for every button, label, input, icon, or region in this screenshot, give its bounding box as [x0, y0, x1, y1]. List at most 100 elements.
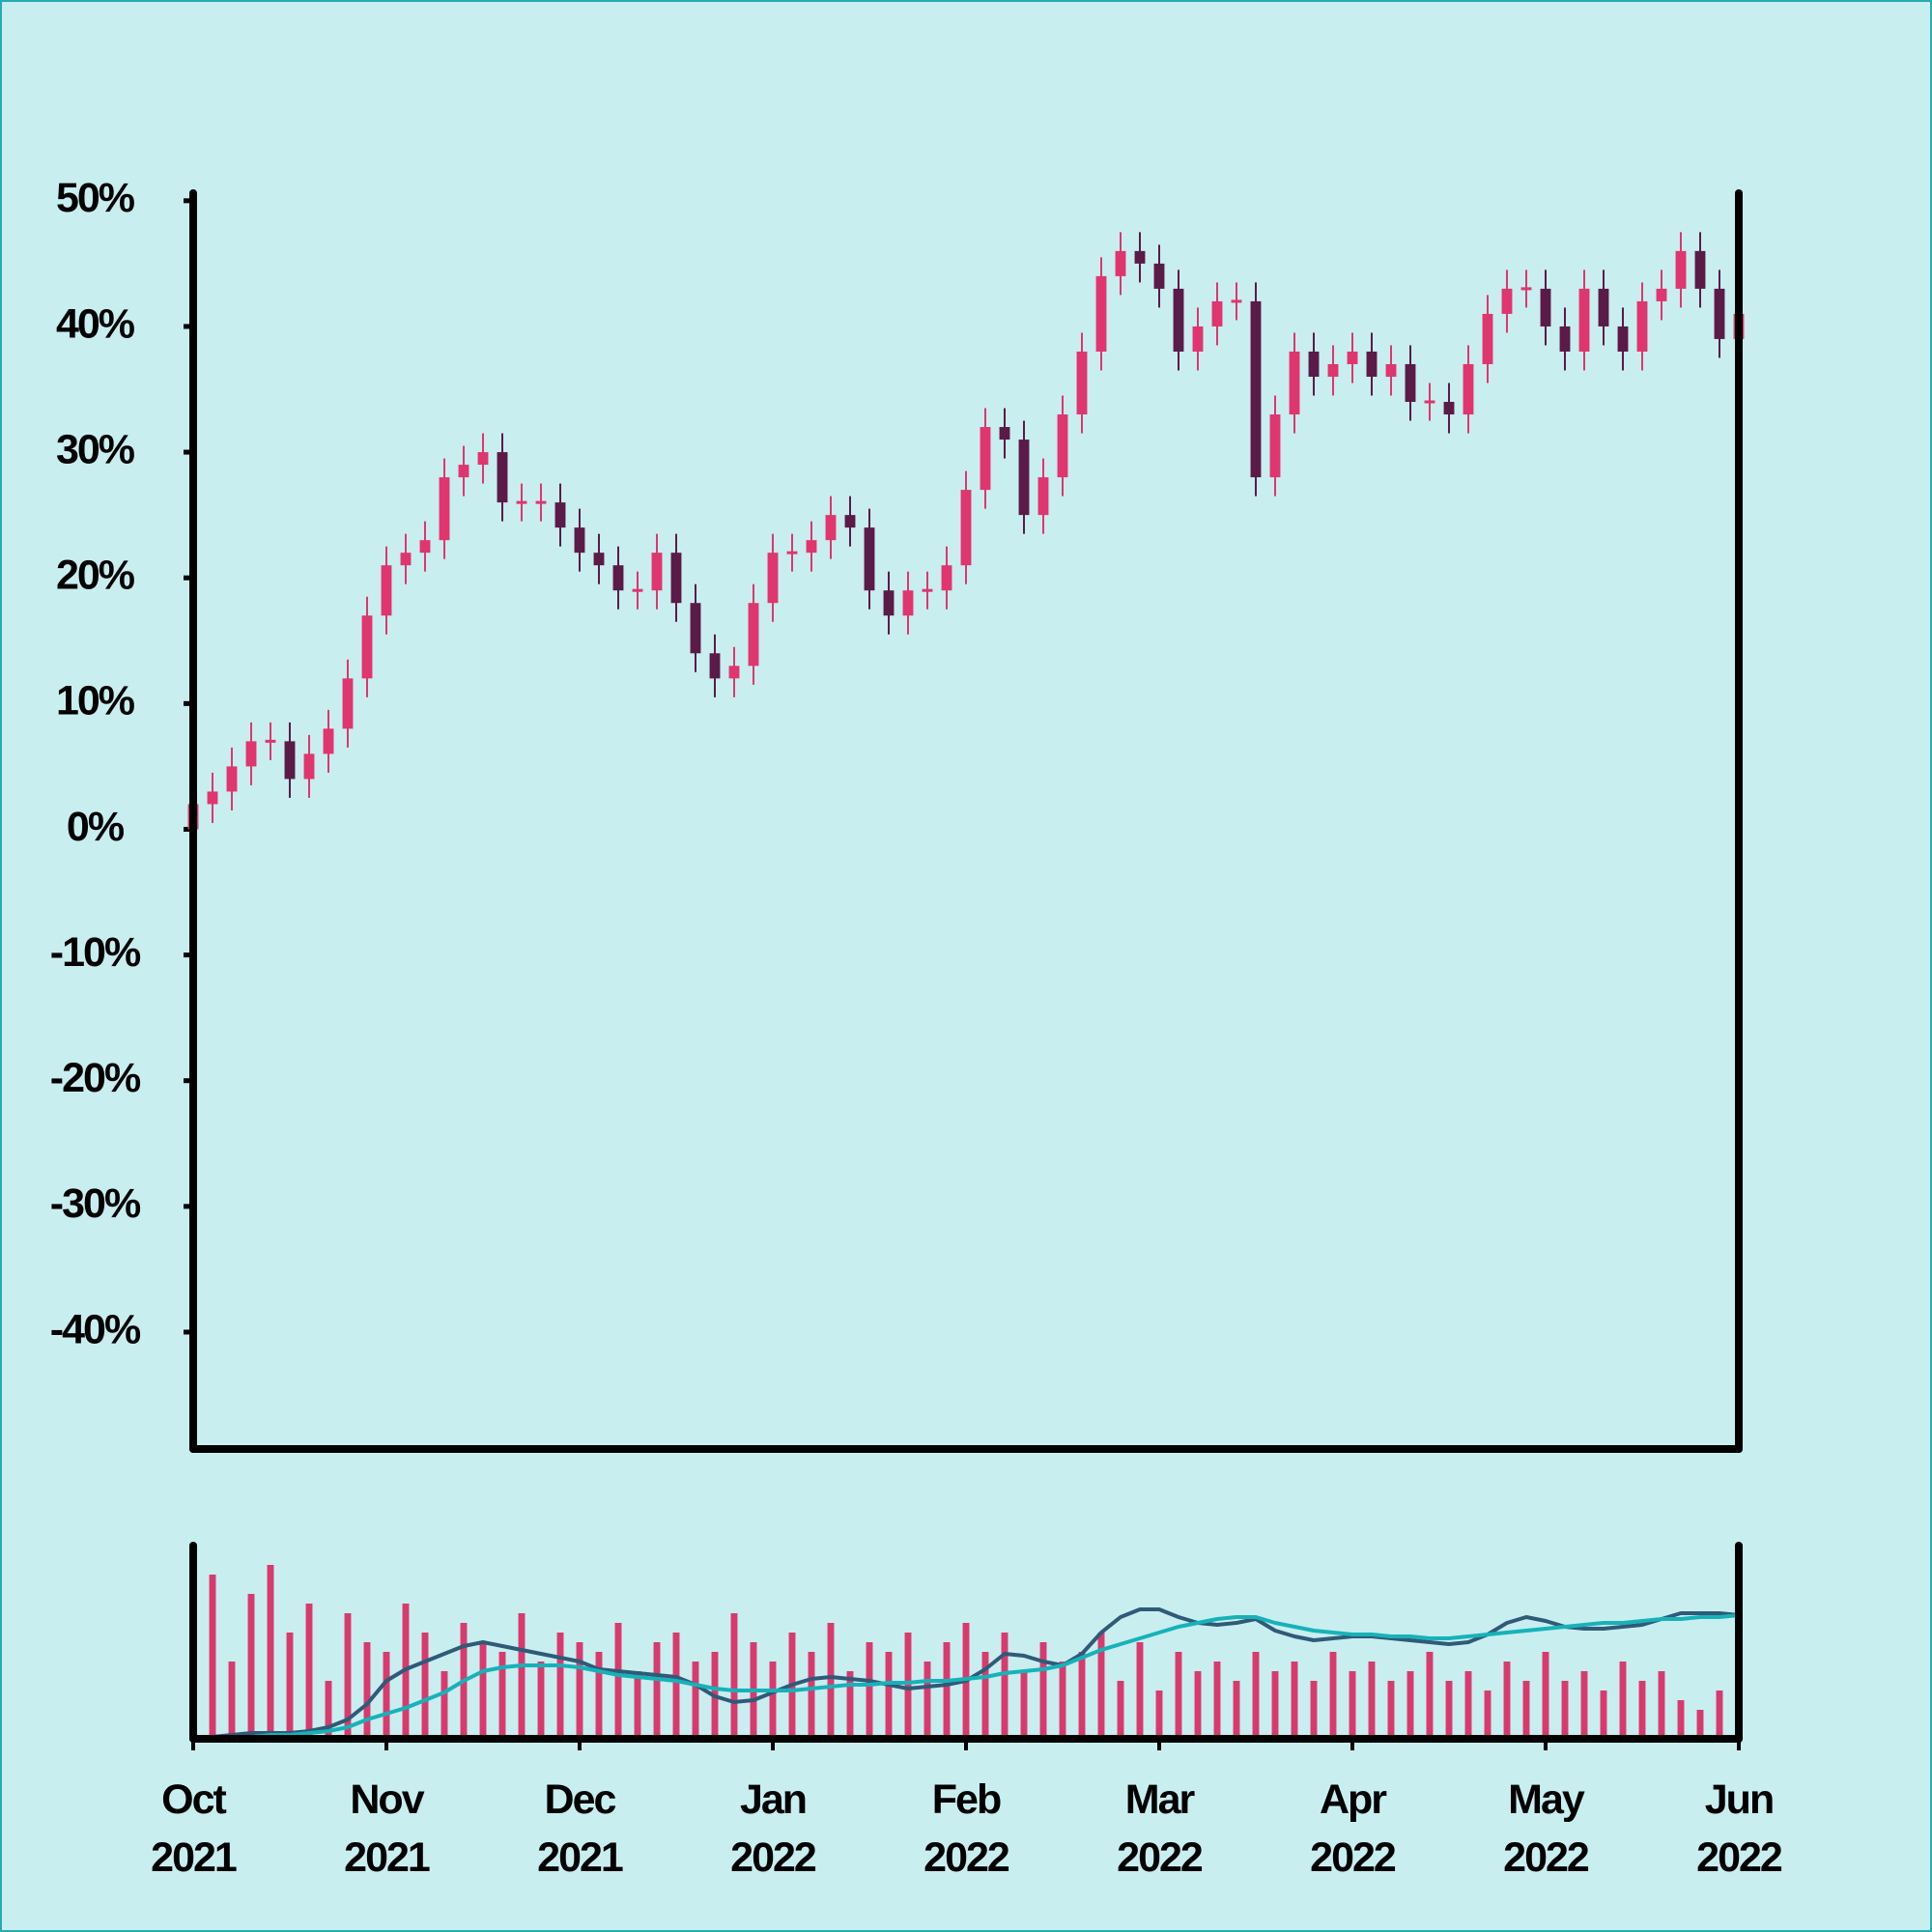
- candle-body: [767, 553, 779, 604]
- candle-body: [1617, 326, 1629, 352]
- candle-body: [1540, 288, 1551, 327]
- candle-body: [670, 553, 682, 604]
- candle-body: [361, 615, 373, 679]
- volume-bar: [1716, 1690, 1723, 1739]
- volume-bar: [866, 1642, 873, 1739]
- volume-bar: [440, 1671, 448, 1739]
- x-tick-label: Dec 2021: [537, 1776, 623, 1881]
- candle-body: [574, 527, 585, 554]
- candle-body: [806, 540, 817, 554]
- volume-bar: [595, 1652, 603, 1739]
- candle-body: [1520, 287, 1532, 291]
- volume-bar: [1078, 1652, 1086, 1739]
- volume-bar: [904, 1633, 912, 1739]
- candle-body: [1694, 250, 1706, 289]
- y-tick-label: -30%: [50, 1180, 141, 1227]
- candle-body: [1366, 351, 1378, 377]
- volume-bar: [1561, 1681, 1569, 1739]
- volume-bar: [692, 1662, 699, 1739]
- candle-body: [1347, 351, 1358, 364]
- candle-body: [303, 753, 315, 780]
- candle-body: [883, 590, 895, 616]
- candle-body: [1192, 326, 1204, 352]
- candle-body: [284, 741, 296, 780]
- volume-bar: [1001, 1633, 1009, 1739]
- candle-body: [1675, 250, 1687, 289]
- candle-body: [226, 766, 238, 792]
- volume-bar: [518, 1613, 526, 1739]
- candle-body: [980, 427, 991, 491]
- volume-bar: [228, 1662, 236, 1739]
- volume-bar: [827, 1623, 835, 1739]
- candle-body: [477, 452, 489, 466]
- volume-bar: [267, 1565, 274, 1739]
- candle-body: [1115, 250, 1126, 276]
- candle-body: [554, 502, 566, 528]
- volume-bar: [730, 1613, 738, 1739]
- volume-bar: [1329, 1652, 1337, 1739]
- volume-bar: [1349, 1671, 1356, 1739]
- volume-bar: [1696, 1710, 1704, 1739]
- candle-body: [1211, 300, 1223, 327]
- volume-bar: [1542, 1652, 1549, 1739]
- moving-average-line: [193, 1613, 1740, 1741]
- volume-bar: [1445, 1681, 1453, 1739]
- candle-body: [439, 477, 450, 541]
- y-tick-label: 10%: [56, 678, 135, 724]
- candle-body: [1714, 288, 1725, 339]
- volume-bar: [885, 1652, 893, 1739]
- volume-bar: [769, 1662, 777, 1739]
- volume-bar: [1600, 1690, 1607, 1739]
- candle-body: [844, 515, 856, 528]
- volume-bar: [247, 1594, 255, 1739]
- volume-bar: [421, 1633, 429, 1739]
- candle-body: [612, 565, 624, 591]
- volume-bar: [1291, 1662, 1298, 1739]
- candle-body: [1269, 414, 1281, 478]
- candle-body: [728, 666, 740, 679]
- volume-bar: [1059, 1662, 1066, 1739]
- x-tick-label: Apr 2022: [1310, 1776, 1396, 1881]
- candle-body: [651, 553, 663, 591]
- candle-body: [342, 678, 354, 729]
- volume-bar: [1387, 1681, 1395, 1739]
- x-tick-label: Oct 2021: [151, 1776, 237, 1881]
- y-tick-label: 20%: [56, 553, 135, 599]
- candle-body: [1482, 313, 1493, 364]
- volume-bar: [1580, 1671, 1588, 1739]
- volume-bar: [576, 1642, 583, 1739]
- candle-body: [1559, 326, 1571, 352]
- candle-body: [1463, 363, 1474, 415]
- candle-body: [1443, 402, 1455, 415]
- x-tick-label: Jun 2022: [1696, 1776, 1782, 1881]
- volume-bar: [672, 1633, 680, 1739]
- volume-bar: [1310, 1681, 1318, 1739]
- x-tick-label: Feb 2022: [923, 1776, 1009, 1881]
- volume-bar: [1252, 1652, 1260, 1739]
- candle-body: [786, 551, 798, 554]
- y-tick-label: 50%: [56, 175, 135, 221]
- x-tick-label: May 2022: [1503, 1776, 1589, 1881]
- volume-bar: [325, 1681, 332, 1739]
- candle-body: [207, 791, 218, 805]
- candle-body: [902, 590, 914, 616]
- candle-body: [1289, 351, 1300, 415]
- volume-bar: [1619, 1662, 1627, 1739]
- volume-bar: [1464, 1671, 1472, 1739]
- y-tick-label: -40%: [50, 1306, 141, 1352]
- volume-bar: [479, 1642, 487, 1739]
- candle-body: [1173, 288, 1184, 352]
- volume-bar: [537, 1662, 545, 1739]
- volume-bar: [556, 1633, 564, 1739]
- volume-bar: [1039, 1642, 1047, 1739]
- candle-body: [1134, 250, 1146, 264]
- volume-bar: [498, 1652, 506, 1739]
- candle-body: [458, 465, 469, 478]
- volume-bar: [808, 1652, 815, 1739]
- candle-body: [1501, 288, 1513, 314]
- volume-bar: [1194, 1671, 1202, 1739]
- volume-bar: [981, 1652, 989, 1739]
- candle-body: [381, 565, 392, 616]
